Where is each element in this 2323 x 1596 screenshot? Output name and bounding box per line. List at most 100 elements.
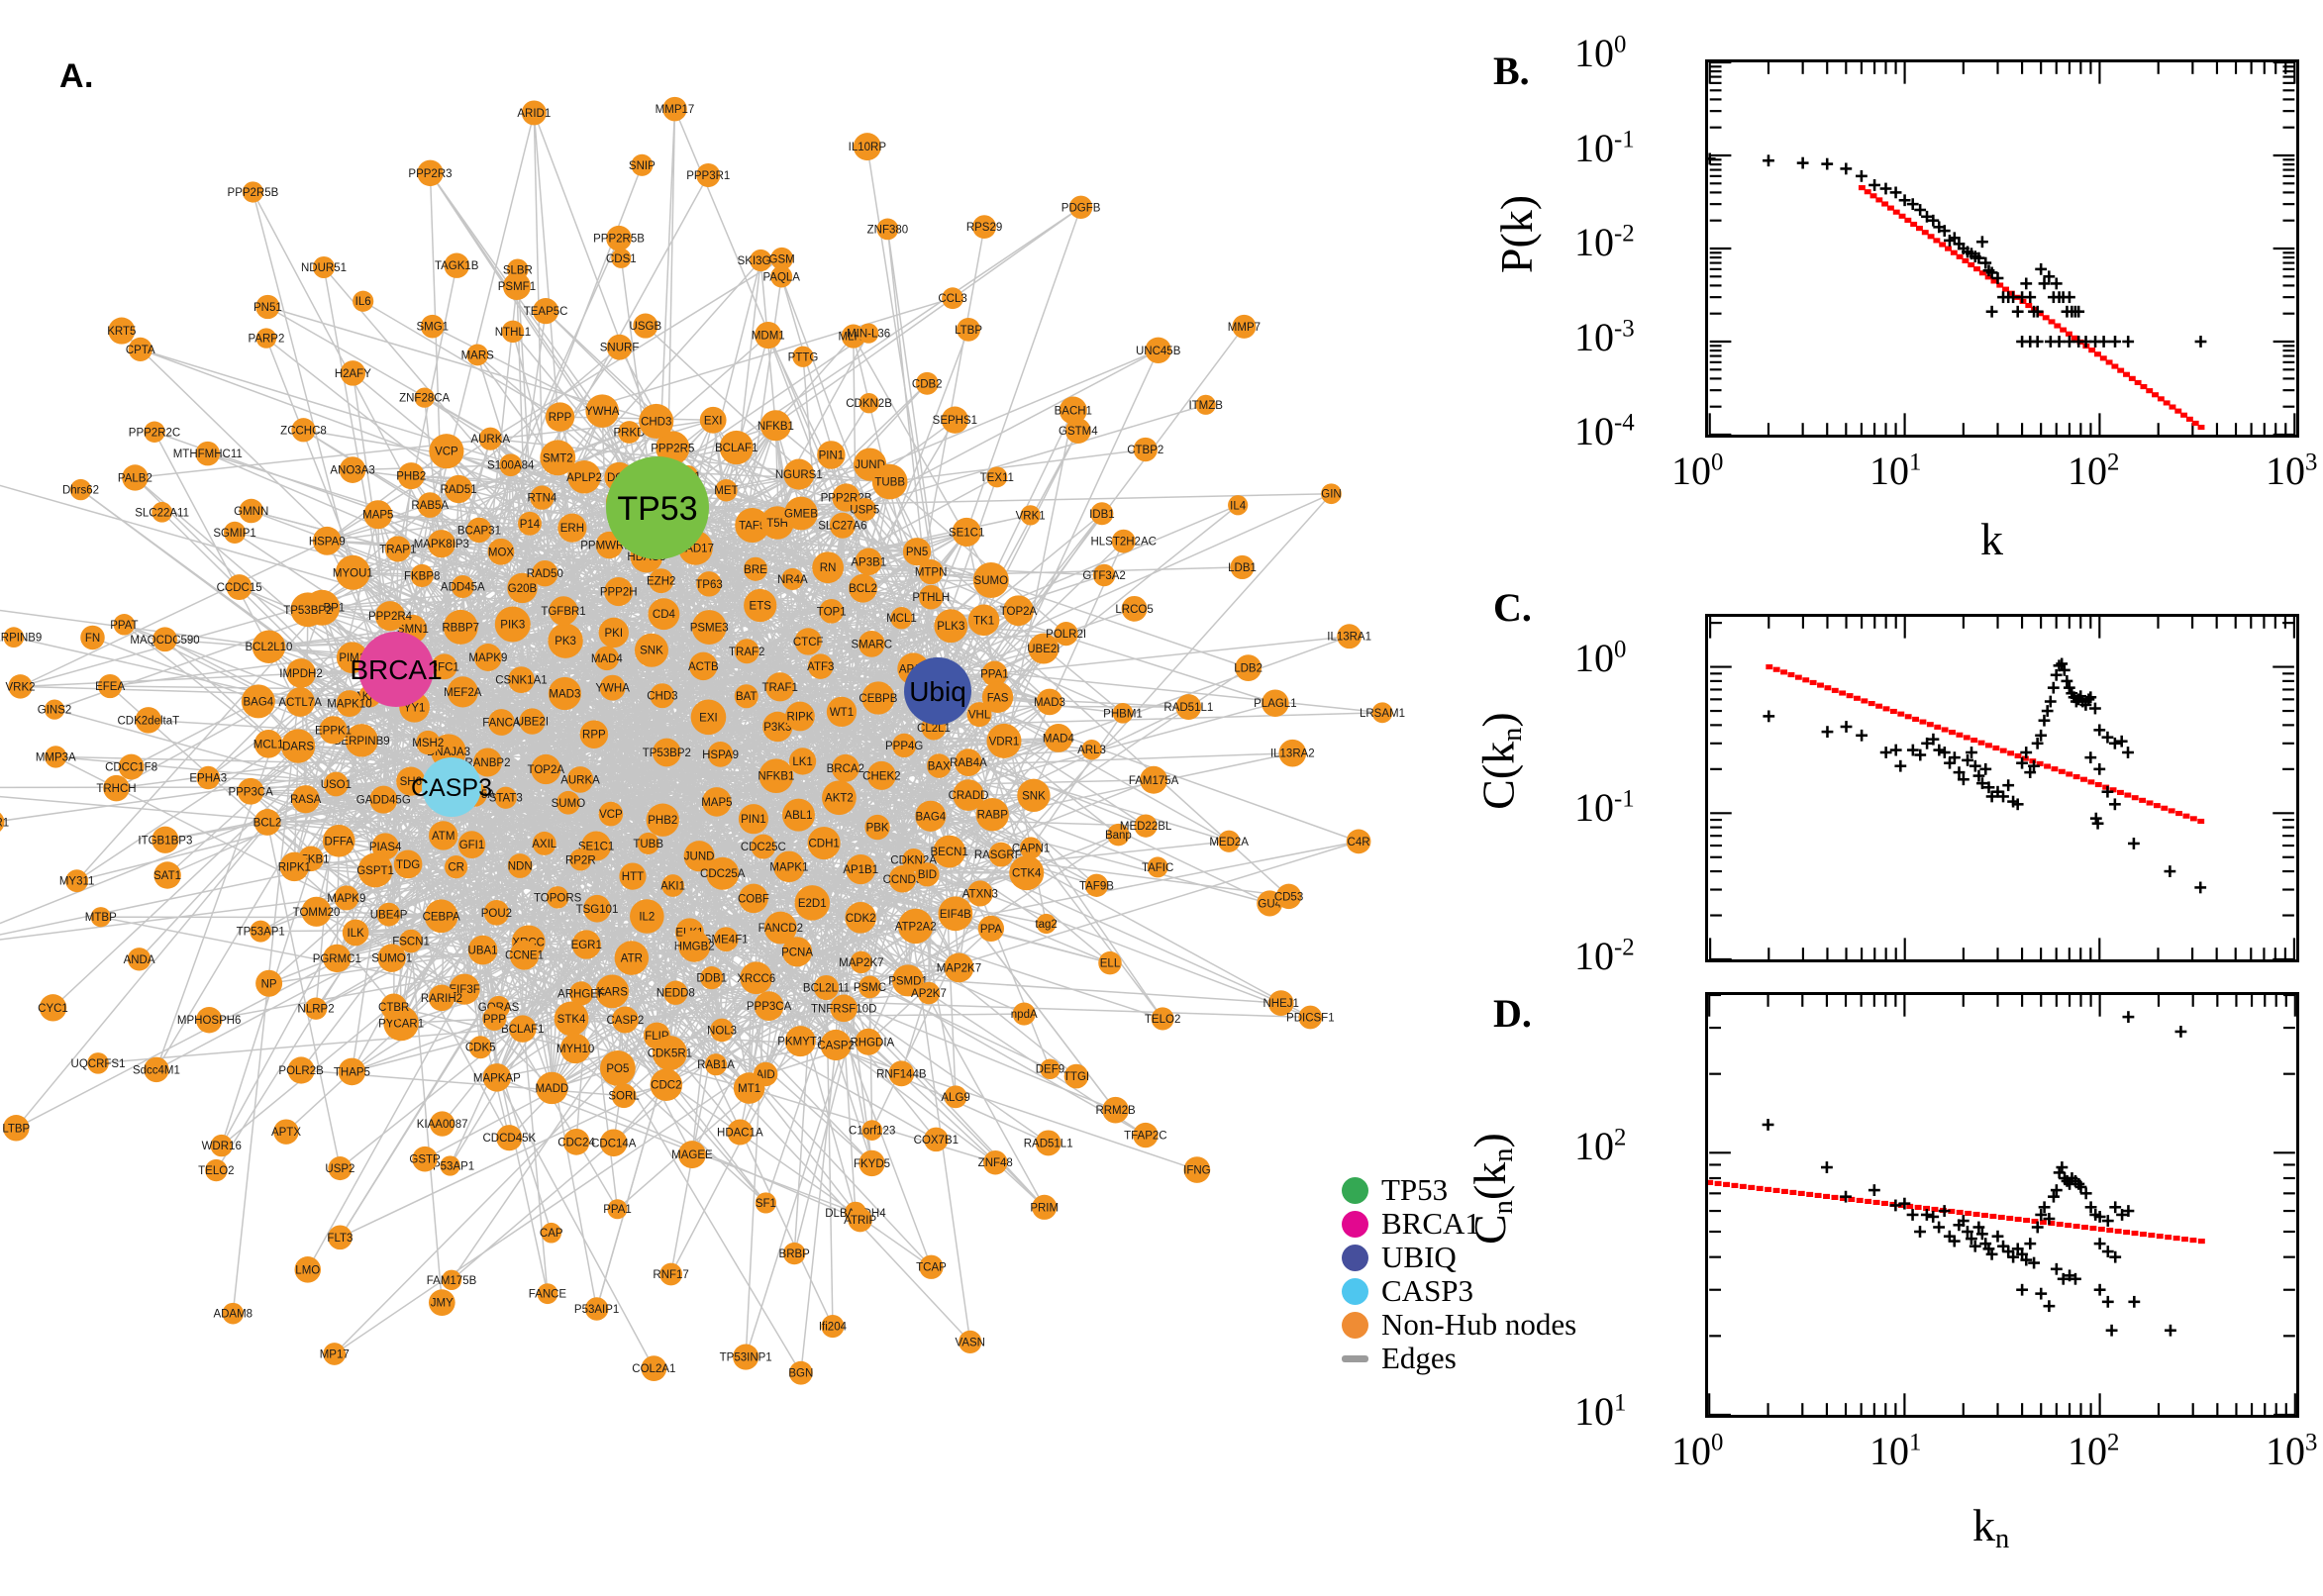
network-node[interactable]: HMGB2 xyxy=(674,930,715,962)
network-node[interactable]: BAG4 xyxy=(915,800,947,832)
network-node[interactable]: ACTB xyxy=(688,651,719,681)
network-node[interactable]: SERPINB9 xyxy=(0,627,42,648)
network-node[interactable]: CEBPB xyxy=(858,681,898,715)
network-node[interactable]: CDK5 xyxy=(465,1036,496,1059)
network-node[interactable]: MMP3A xyxy=(36,746,76,768)
network-node[interactable]: SLC22A11 xyxy=(135,501,189,523)
network-node[interactable]: H2AFY xyxy=(335,360,371,386)
network-node[interactable]: COX7B1 xyxy=(914,1127,959,1152)
network-node[interactable]: MAPK8IP3 xyxy=(414,530,469,558)
network-node[interactable]: MAD3 xyxy=(548,676,581,711)
network-node[interactable]: CDC2 xyxy=(650,1068,683,1102)
network-node[interactable]: PRIM xyxy=(1030,1194,1059,1220)
network-node[interactable]: FANCE xyxy=(529,1283,567,1305)
network-node[interactable]: CCDC15 xyxy=(217,574,262,601)
network-node[interactable]: PO5 xyxy=(599,1050,636,1086)
network-node[interactable]: BRBP xyxy=(779,1242,811,1265)
network-node[interactable]: CHD3 xyxy=(647,683,678,709)
network-node[interactable]: ILK xyxy=(342,919,369,947)
network-node[interactable]: PDICSF1 xyxy=(1286,1005,1335,1030)
network-node[interactable]: SH6 xyxy=(396,766,426,796)
network-node[interactable]: CTBP2 xyxy=(1127,437,1163,462)
network-node[interactable]: CDCD45K xyxy=(482,1125,536,1151)
network-node[interactable]: RPP xyxy=(579,720,609,748)
network-node[interactable]: TP53BP2 xyxy=(643,738,691,767)
network-node[interactable]: IDB1 xyxy=(1089,502,1115,526)
network-node[interactable]: ATP2A2 xyxy=(895,908,937,945)
network-node[interactable]: TP63 xyxy=(695,571,723,597)
network-node[interactable]: RAD51L1 xyxy=(1024,1130,1073,1156)
network-node[interactable]: CCND3 xyxy=(883,865,923,893)
network-node[interactable]: NFKB1 xyxy=(758,758,794,794)
network-node[interactable]: PARP2 xyxy=(248,328,284,349)
network-node[interactable]: MAP2K7 xyxy=(839,950,884,974)
network-node[interactable]: TK1 xyxy=(967,604,1000,637)
network-node[interactable]: VRK1 xyxy=(1016,505,1046,526)
network-node[interactable]: PHB2 xyxy=(646,803,679,837)
network-node[interactable]: UBE2I xyxy=(516,708,549,735)
network-node[interactable]: TOMM20 xyxy=(293,896,341,927)
network-node[interactable]: EPPK1 xyxy=(315,716,352,745)
network-node[interactable]: APLP2 xyxy=(566,459,602,494)
network-node[interactable]: TUBB xyxy=(871,463,908,500)
network-node[interactable]: MET xyxy=(714,478,739,502)
network-node[interactable]: MCL1 xyxy=(886,607,917,630)
network-node[interactable]: AURKA xyxy=(560,766,600,793)
network-node[interactable]: EXI xyxy=(699,406,727,434)
network-node[interactable]: ZNF48 xyxy=(978,1149,1013,1175)
network-node[interactable]: RTN4 xyxy=(528,485,557,510)
network-node[interactable]: TNFRSF10D xyxy=(811,994,876,1023)
network-node[interactable]: RAD51 xyxy=(441,474,477,504)
network-node[interactable]: P53AIP1 xyxy=(574,1297,619,1321)
network-node[interactable]: GMEB xyxy=(784,496,818,531)
network-node[interactable]: FAM175B xyxy=(427,1269,477,1290)
network-node[interactable]: ITMZB xyxy=(1188,394,1223,415)
network-node[interactable]: MPHOSPH6 xyxy=(177,1007,242,1034)
network-node[interactable]: WDR1 xyxy=(0,810,9,834)
network-node[interactable]: SNIP xyxy=(629,153,656,176)
network-node[interactable]: RAB4A xyxy=(950,748,987,777)
network-node[interactable]: EZH2 xyxy=(647,568,675,594)
network-node[interactable]: MAP5 xyxy=(362,500,393,530)
network-node[interactable]: PIK3 xyxy=(494,606,531,643)
network-node[interactable]: Sdcc4M1 xyxy=(133,1056,180,1083)
network-node[interactable]: FKYD5 xyxy=(854,1149,890,1177)
network-node[interactable]: SUMO xyxy=(972,561,1009,598)
network-node[interactable]: NDUR51 xyxy=(301,255,347,279)
network-node[interactable]: UBE2I xyxy=(1027,633,1060,664)
network-node[interactable]: AKI1 xyxy=(660,874,685,897)
network-node[interactable]: TOP2A xyxy=(1000,595,1038,627)
network-node[interactable]: TAF9 xyxy=(735,508,770,544)
network-node[interactable]: RPP xyxy=(545,402,575,432)
network-node[interactable]: PPP3CA xyxy=(747,991,792,1022)
network-node[interactable]: TFAP2C xyxy=(1124,1122,1167,1148)
network-node[interactable]: RIPK1 xyxy=(278,851,311,882)
network-node[interactable]: PBK xyxy=(864,814,890,841)
network-node[interactable]: EXI xyxy=(690,699,727,736)
network-node[interactable]: MAPK9 xyxy=(468,644,507,671)
network-node[interactable]: HLST2H2AC xyxy=(1090,529,1157,553)
network-node[interactable]: CDC25C xyxy=(741,834,786,859)
network-node[interactable]: CSNK1A1 xyxy=(495,666,548,694)
network-node[interactable]: GINS2 xyxy=(38,699,72,720)
network-node[interactable]: SNK xyxy=(634,633,668,667)
network-node[interactable]: GMNN xyxy=(234,498,268,524)
network-node[interactable]: ARL3 xyxy=(1077,739,1106,760)
network-node[interactable]: RABP xyxy=(975,798,1009,832)
network-node[interactable]: BGN xyxy=(788,1360,813,1385)
network-node[interactable]: ATR xyxy=(614,941,650,975)
network-node[interactable]: CRADD xyxy=(949,779,989,811)
network-node[interactable]: MTBP xyxy=(85,907,117,928)
network-node[interactable]: PN51 xyxy=(253,294,282,320)
network-node[interactable]: AP1B1 xyxy=(843,854,878,885)
network-node[interactable]: PPP2R2C xyxy=(129,421,180,443)
network-node[interactable]: CDS1 xyxy=(606,248,637,268)
network-node[interactable]: MY311 xyxy=(59,869,95,893)
network-node[interactable]: HDAC1A xyxy=(717,1119,763,1146)
network-node[interactable]: CDKN2B xyxy=(846,392,892,414)
network-node[interactable]: EGR1 xyxy=(571,930,602,959)
network-node[interactable]: TTGI xyxy=(1063,1063,1089,1089)
network-node[interactable]: ANO3A3 xyxy=(330,456,375,483)
network-node[interactable]: CDK2deltaT xyxy=(118,707,180,734)
network-node[interactable]: PIAS4 xyxy=(369,833,402,860)
